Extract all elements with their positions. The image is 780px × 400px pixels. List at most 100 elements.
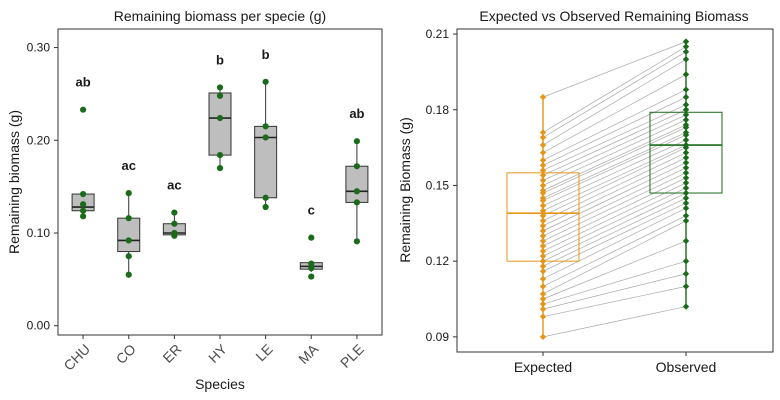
data-point <box>262 78 269 85</box>
data-point <box>308 234 315 241</box>
left-y-tick-label: 0.00 <box>27 319 51 333</box>
point-expected <box>539 313 547 320</box>
point-expected <box>539 134 547 141</box>
point-observed <box>682 270 690 277</box>
pair-line <box>542 147 687 217</box>
data-point <box>353 188 361 195</box>
pair-line <box>542 182 687 252</box>
pair-line <box>542 109 687 176</box>
left-y-tick-label: 0.30 <box>27 41 51 55</box>
point-expected <box>539 227 547 235</box>
data-point <box>216 164 224 172</box>
point-observed <box>682 169 690 177</box>
point-observed <box>682 93 690 101</box>
left-x-tick-label: CHU <box>60 341 93 374</box>
point-expected <box>539 242 547 250</box>
data-point <box>216 114 224 122</box>
data-point <box>216 152 224 159</box>
data-point <box>308 265 315 272</box>
point-expected <box>539 295 547 303</box>
data-point <box>79 190 87 198</box>
pair-line <box>542 51 687 138</box>
pair-line <box>542 192 687 262</box>
point-observed <box>682 174 690 182</box>
data-point <box>353 138 361 145</box>
point-observed <box>682 149 690 156</box>
point-expected <box>539 333 547 341</box>
data-point <box>171 209 178 216</box>
point-observed <box>682 116 690 124</box>
point-expected <box>539 232 547 240</box>
point-expected <box>539 252 547 260</box>
point-observed <box>682 204 690 212</box>
group-letter: ab <box>76 75 91 90</box>
box-hy <box>208 92 232 156</box>
data-point <box>353 163 361 170</box>
point-observed <box>682 101 690 108</box>
point-observed <box>682 86 690 93</box>
point-observed <box>682 48 690 55</box>
pair-line <box>542 157 687 227</box>
pair-line <box>542 132 687 199</box>
left-x-tick-label: CO <box>113 341 139 367</box>
point-expected <box>539 177 547 184</box>
pair-line <box>542 114 687 181</box>
point-observed <box>682 56 690 63</box>
point-expected <box>539 300 547 308</box>
point-expected <box>539 157 547 164</box>
pair-line <box>542 207 687 280</box>
pair-line <box>542 127 687 194</box>
point-expected <box>539 305 547 313</box>
group-letter: ac <box>167 178 181 193</box>
point-observed <box>682 144 690 151</box>
point-expected <box>539 222 547 230</box>
point-observed <box>682 136 690 144</box>
point-expected <box>539 257 547 265</box>
group-letter: ab <box>349 106 364 121</box>
left-xaxis-title: Species <box>195 376 245 392</box>
pair-line <box>542 306 687 338</box>
data-point <box>125 253 132 260</box>
point-expected <box>539 141 547 149</box>
point-observed <box>682 159 690 166</box>
left-x-tick-label: LE <box>252 341 275 364</box>
pair-line <box>542 119 687 186</box>
point-observed <box>682 111 690 118</box>
data-point <box>79 201 87 208</box>
pair-line <box>542 240 687 300</box>
data-point <box>262 134 269 141</box>
pair-line <box>542 202 687 272</box>
point-observed <box>682 257 690 265</box>
point-observed <box>682 237 690 245</box>
point-observed <box>682 189 690 197</box>
point-expected <box>539 182 547 189</box>
point-expected <box>539 212 547 219</box>
pair-line <box>542 187 687 257</box>
point-observed <box>682 217 690 224</box>
point-observed <box>682 164 690 171</box>
group-letter: ac <box>121 158 135 173</box>
point-observed <box>682 106 690 113</box>
pair-line <box>542 139 687 206</box>
point-expected <box>539 129 547 136</box>
group-letter: b <box>216 52 224 67</box>
left-y-tick-label: 0.20 <box>27 133 51 147</box>
point-observed <box>682 194 690 202</box>
data-point <box>262 194 269 201</box>
pair-line <box>542 124 687 191</box>
data-point <box>216 92 224 99</box>
point-expected <box>539 217 547 224</box>
data-point <box>125 237 132 244</box>
pair-line <box>542 134 687 201</box>
pair-line <box>542 144 687 212</box>
point-expected <box>539 197 547 204</box>
data-point <box>353 238 361 245</box>
left-x-tick-label: HY <box>205 340 231 366</box>
pair-line <box>542 273 687 310</box>
point-expected <box>539 149 547 156</box>
right-y-tick-label: 0.21 <box>426 27 450 41</box>
point-expected <box>539 275 547 283</box>
data-point <box>79 106 87 113</box>
data-point <box>79 207 87 214</box>
